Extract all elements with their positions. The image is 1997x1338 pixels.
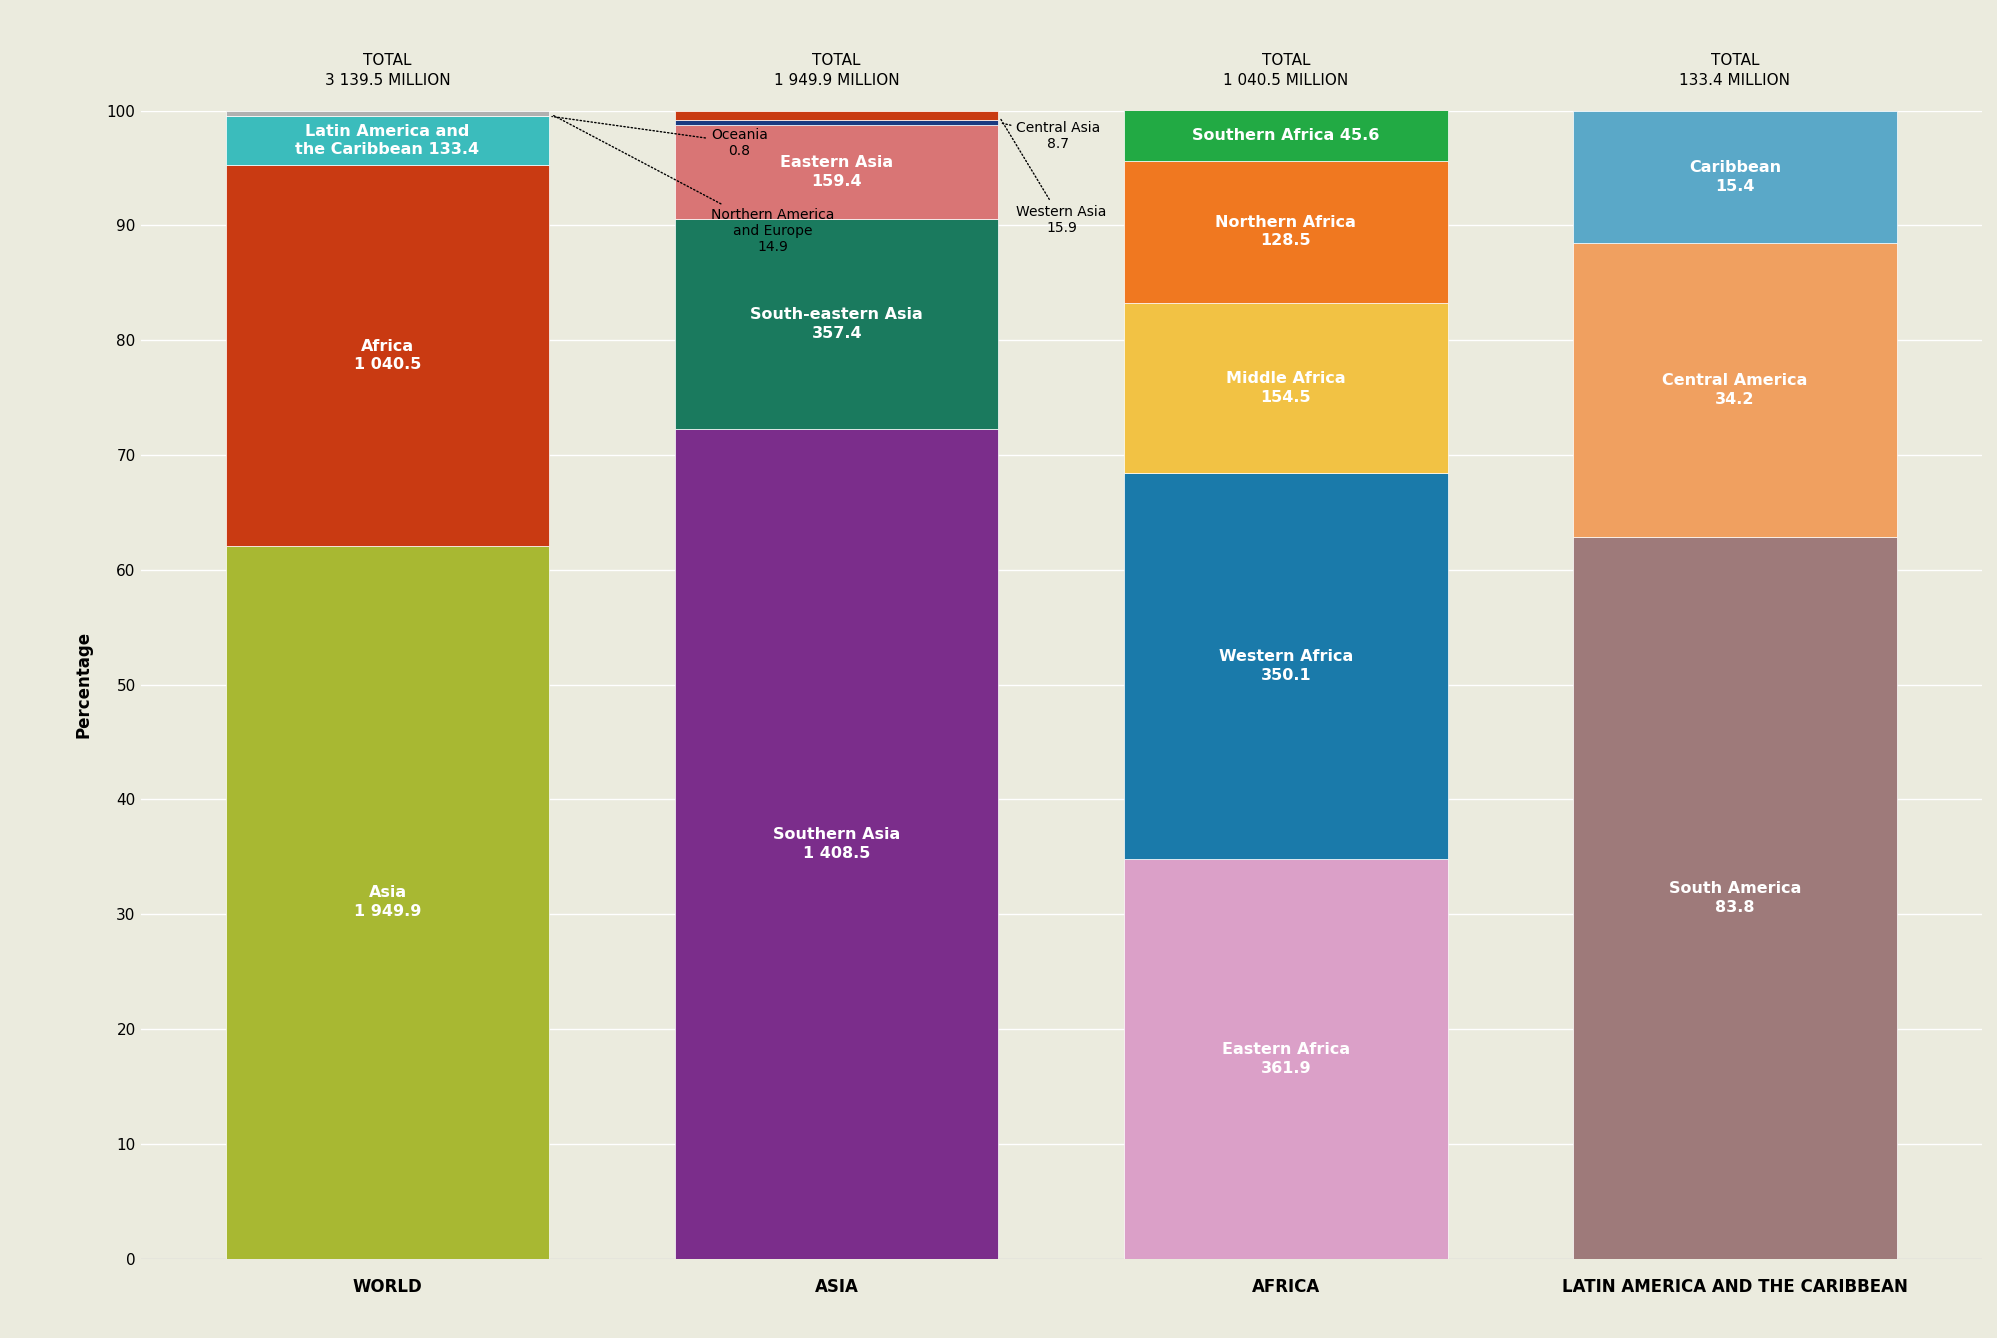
Text: TOTAL
3 139.5 MILLION: TOTAL 3 139.5 MILLION bbox=[326, 52, 451, 87]
Text: Southern Africa 45.6: Southern Africa 45.6 bbox=[1192, 128, 1380, 143]
Text: Latin America and
the Caribbean 133.4: Latin America and the Caribbean 133.4 bbox=[296, 124, 479, 158]
Text: Asia
1 949.9: Asia 1 949.9 bbox=[353, 886, 421, 919]
Bar bbox=[1574, 244, 1897, 538]
Text: Northern Africa
128.5: Northern Africa 128.5 bbox=[1216, 215, 1356, 249]
Text: Eastern Asia
159.4: Eastern Asia 159.4 bbox=[781, 155, 893, 189]
Text: TOTAL
133.4 MILLION: TOTAL 133.4 MILLION bbox=[1679, 52, 1791, 87]
Bar bbox=[675, 429, 998, 1259]
Text: Oceania
0.8: Oceania 0.8 bbox=[551, 116, 767, 158]
Text: Western Africa
350.1: Western Africa 350.1 bbox=[1218, 649, 1352, 682]
Bar bbox=[675, 111, 998, 120]
Bar bbox=[1574, 538, 1897, 1259]
Text: Africa
1 040.5: Africa 1 040.5 bbox=[353, 339, 421, 372]
Bar bbox=[1124, 474, 1448, 859]
Bar bbox=[1124, 302, 1448, 474]
Bar bbox=[1124, 859, 1448, 1259]
Bar bbox=[675, 124, 998, 219]
Text: Central America
34.2: Central America 34.2 bbox=[1662, 373, 1807, 407]
Text: Middle Africa
154.5: Middle Africa 154.5 bbox=[1226, 371, 1346, 404]
Text: Central Asia
8.7: Central Asia 8.7 bbox=[1000, 120, 1100, 151]
Bar bbox=[226, 111, 549, 116]
Bar bbox=[675, 219, 998, 429]
Text: South-eastern Asia
357.4: South-eastern Asia 357.4 bbox=[751, 308, 923, 341]
Text: Caribbean
15.4: Caribbean 15.4 bbox=[1689, 161, 1781, 194]
Bar bbox=[675, 120, 998, 124]
Text: TOTAL
1 949.9 MILLION: TOTAL 1 949.9 MILLION bbox=[775, 52, 899, 87]
Bar bbox=[1124, 111, 1448, 161]
Bar bbox=[226, 116, 549, 165]
Text: Eastern Africa
361.9: Eastern Africa 361.9 bbox=[1222, 1042, 1350, 1076]
Text: Southern Asia
1 408.5: Southern Asia 1 408.5 bbox=[773, 827, 901, 860]
Bar bbox=[226, 165, 549, 546]
Text: TOTAL
1 040.5 MILLION: TOTAL 1 040.5 MILLION bbox=[1224, 52, 1348, 87]
Y-axis label: Percentage: Percentage bbox=[76, 632, 94, 739]
Bar bbox=[226, 546, 549, 1259]
Text: Western Asia
15.9: Western Asia 15.9 bbox=[1000, 118, 1106, 234]
Bar bbox=[1574, 111, 1897, 244]
Bar bbox=[1124, 161, 1448, 302]
Text: South America
83.8: South America 83.8 bbox=[1669, 882, 1801, 915]
Text: Northern America
and Europe
14.9: Northern America and Europe 14.9 bbox=[551, 115, 835, 254]
